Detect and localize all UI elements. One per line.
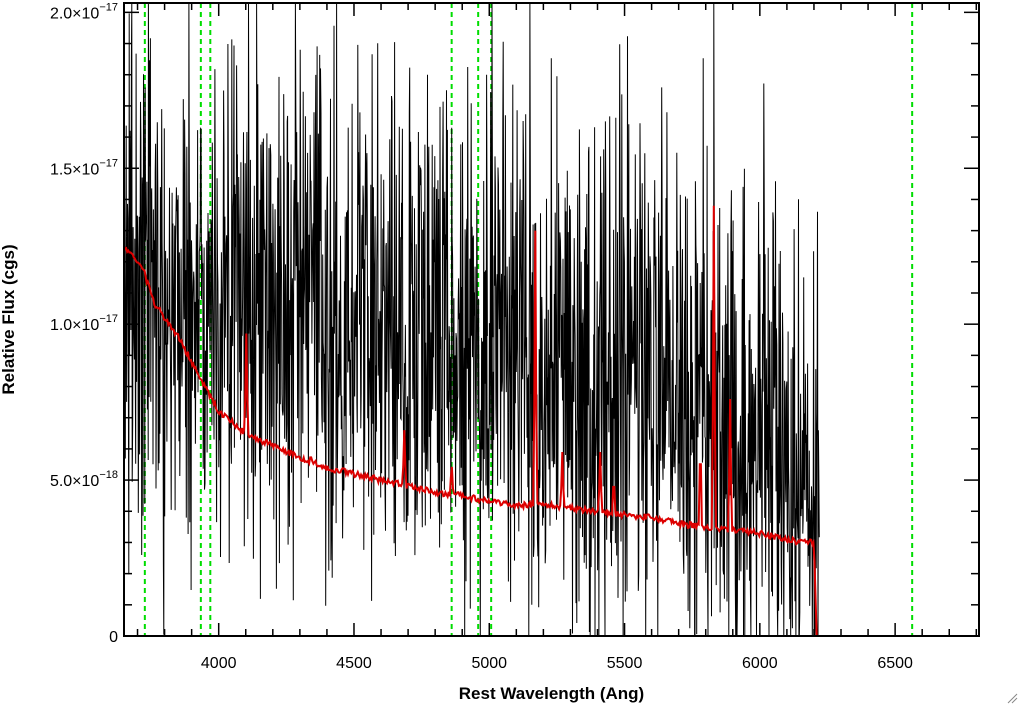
y-tick-label: 1.0×10−17 (50, 313, 118, 334)
y-axis-title: Relative Flux (cgs) (0, 244, 18, 394)
observed-spectrum-line (123, 2, 820, 637)
x-tick-label: 6000 (742, 655, 778, 672)
y-tick-label: 5.0×10−18 (50, 469, 118, 490)
y-tick-label: 0 (109, 629, 118, 646)
x-tick-label: 5500 (607, 655, 643, 672)
x-tick-label: 4500 (336, 655, 372, 672)
y-tick-labels: 0 5.0×10−18 1.0×10−17 1.5×10−17 2.0×10−17 (50, 1, 118, 646)
y-tick-label: 1.5×10−17 (50, 157, 118, 178)
observed-spectrum (123, 2, 820, 637)
x-tick-label: 5000 (471, 655, 507, 672)
axis-ticks (124, 3, 979, 637)
x-axis-title: Rest Wavelength (Ang) (459, 684, 644, 703)
x-tick-label: 6500 (877, 655, 913, 672)
plot-frame (123, 2, 980, 637)
y-tick-label: 2.0×10−17 (50, 1, 118, 22)
resize-grip-icon[interactable] (1006, 692, 1018, 704)
x-tick-labels: 4000 4500 5000 5500 6000 6500 (201, 655, 913, 672)
x-tick-label: 4000 (201, 655, 237, 672)
